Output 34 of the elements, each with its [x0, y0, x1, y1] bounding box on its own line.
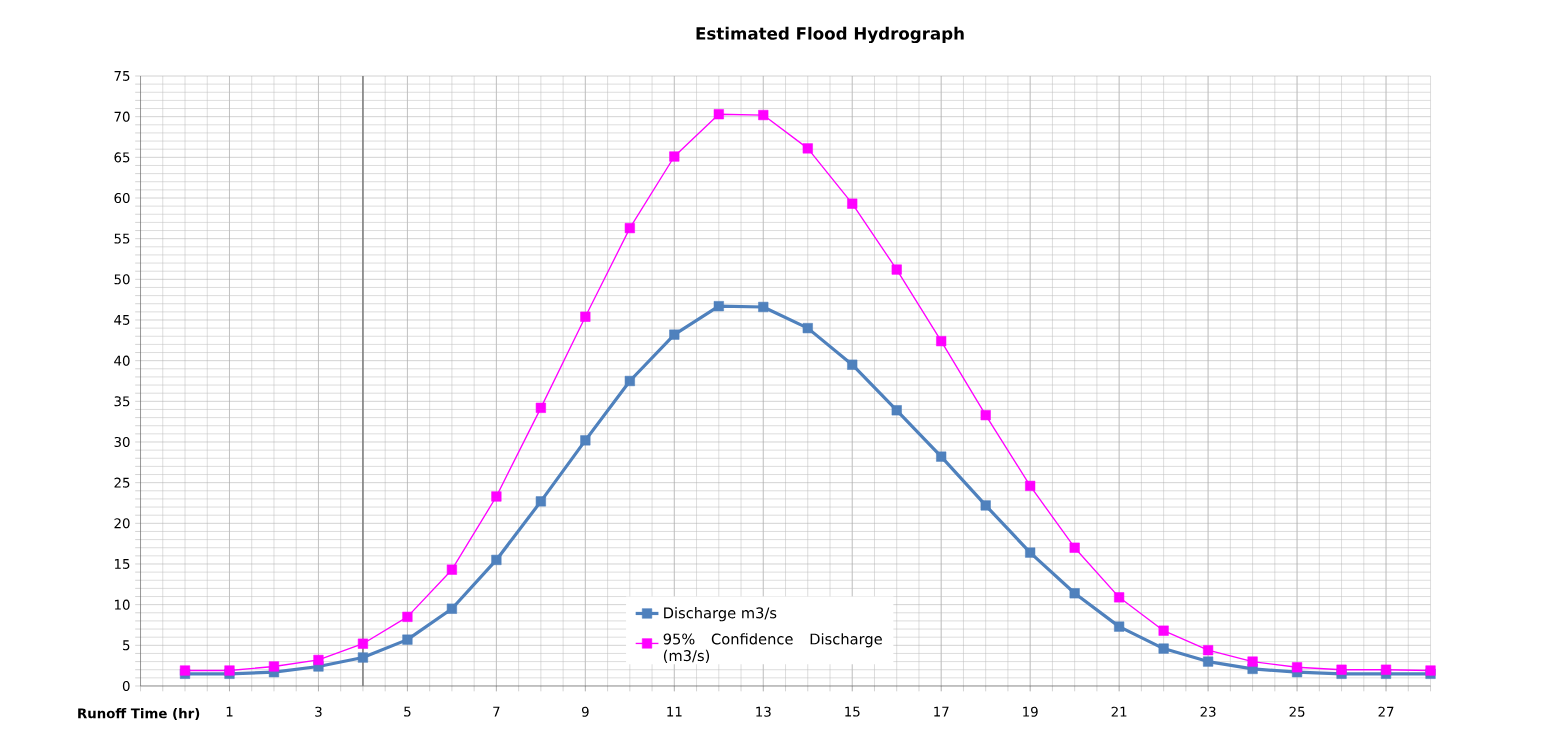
- y-tick-label: 60: [114, 192, 130, 204]
- y-tick-label: 50: [114, 274, 130, 285]
- y-tick-label: 0: [122, 680, 130, 692]
- y-tick-label: 10: [114, 599, 130, 610]
- x-tick-label: 5: [404, 706, 411, 717]
- x-tick-label: 23: [1200, 706, 1216, 717]
- x-tick-label: 15: [845, 706, 860, 717]
- y-tick-label: 45: [114, 315, 130, 325]
- legend-label: 95% Confidence Discharge (m3/s): [663, 633, 882, 663]
- x-tick-label: 25: [1289, 706, 1305, 717]
- x-axis-title: Runoff Time (hr): [78, 708, 200, 720]
- x-tick-label: 19: [1023, 706, 1038, 717]
- y-tick-label: 5: [123, 640, 130, 651]
- y-tick-label: 40: [114, 355, 130, 366]
- y-tick-label: 70: [114, 111, 130, 122]
- y-tick-label: 30: [114, 436, 130, 448]
- x-tick-label: 17: [934, 706, 949, 717]
- chart-title: Estimated Flood Hydrograph: [696, 26, 964, 44]
- x-tick-label: 1: [226, 706, 233, 717]
- y-tick-label: 20: [114, 518, 130, 529]
- x-tick-label: 9: [581, 706, 589, 717]
- x-tick-label: 11: [667, 706, 682, 717]
- x-tick-label: 3: [315, 706, 322, 717]
- y-tick-label: 65: [114, 152, 130, 163]
- y-tick-label: 15: [114, 559, 130, 569]
- x-tick-label: 13: [756, 706, 771, 717]
- x-tick-label: 7: [493, 706, 500, 717]
- x-tick-label: 21: [1111, 706, 1127, 717]
- y-tick-label: 75: [114, 71, 130, 81]
- y-tick-label: 25: [114, 477, 130, 488]
- legend-label: Discharge m3/s: [664, 607, 777, 622]
- x-tick-label: 27: [1378, 706, 1394, 717]
- y-tick-label: 35: [114, 396, 130, 407]
- y-tick-label: 55: [114, 233, 130, 244]
